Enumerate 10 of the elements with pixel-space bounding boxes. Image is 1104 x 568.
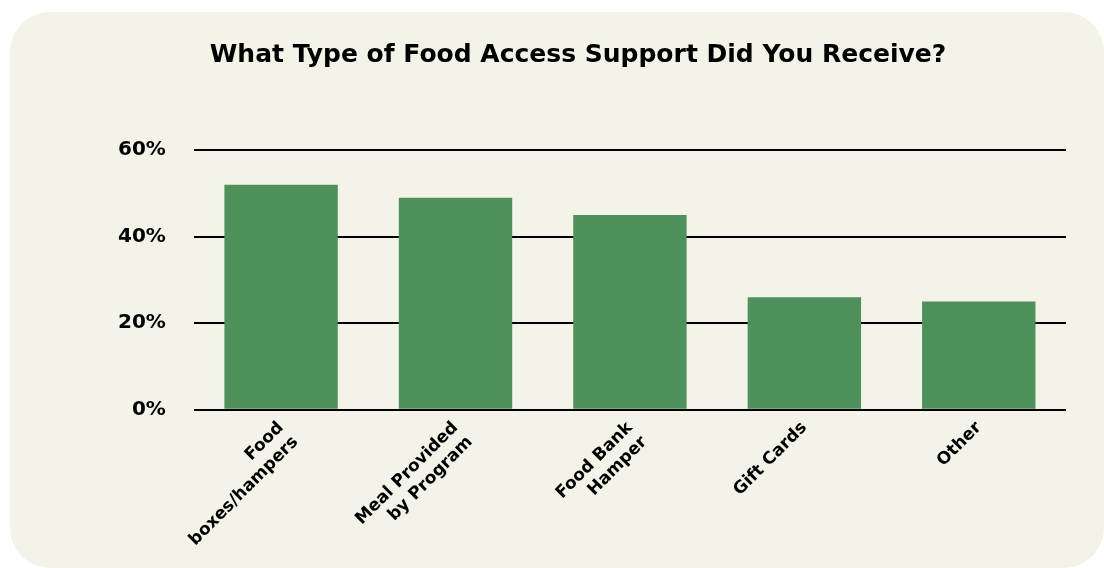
bar — [573, 214, 687, 409]
chart-title: What Type of Food Access Support Did You Receive? — [209, 38, 947, 68]
bar — [398, 197, 513, 409]
bar — [922, 301, 1036, 409]
y-tick-label: 60% — [118, 136, 166, 161]
y-tick-label: 20% — [118, 309, 166, 334]
y-tick-label: 40% — [118, 222, 166, 247]
bar — [747, 297, 862, 409]
bar — [224, 184, 338, 409]
y-tick-label: 0% — [131, 396, 166, 420]
